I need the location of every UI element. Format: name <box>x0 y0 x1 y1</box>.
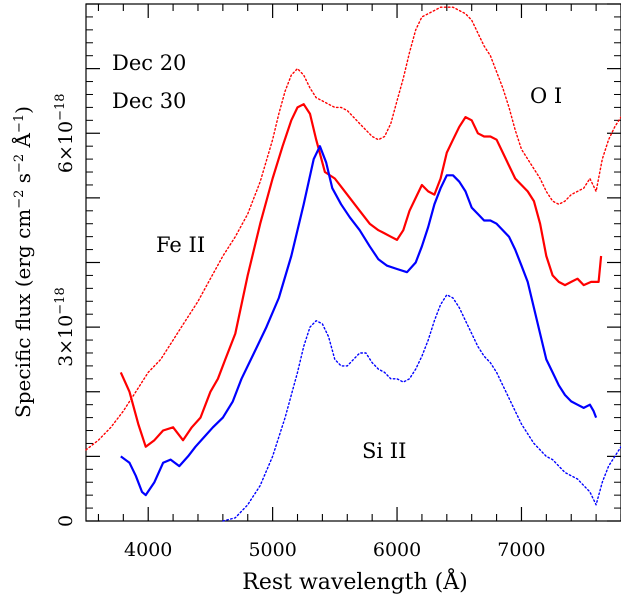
series-line-3 <box>222 294 621 522</box>
y-tick-label: 0 <box>55 515 77 527</box>
plot-frame <box>85 3 621 522</box>
series-line-2 <box>120 145 598 497</box>
x-tick-label: 6000 <box>373 539 421 561</box>
series-layer <box>85 6 621 522</box>
x-tick-label: 4000 <box>124 539 172 561</box>
annotation-o-i: O I <box>530 84 562 108</box>
x-tick-label: 7000 <box>497 539 545 561</box>
y-tick-label: 3×10−18 <box>53 287 77 367</box>
annotation-si-ii: Si II <box>362 439 406 463</box>
legend-entry-dec-20: Dec 20 <box>112 51 186 75</box>
y-tick-label: 6×10−18 <box>53 93 77 173</box>
y-axis-label: Specific flux (erg cm−2 s−2 Å−1) <box>10 106 35 418</box>
tick-marks <box>86 3 621 522</box>
series-line-0 <box>119 103 603 448</box>
x-tick-label: 5000 <box>248 539 296 561</box>
annotation-fe-ii: Fe II <box>156 233 205 257</box>
tick-labels: 4000 5000 6000 7000 0 3×10−18 6×10−18 <box>53 93 546 561</box>
series-line-1 <box>85 6 621 451</box>
legend-entry-dec-30: Dec 30 <box>112 89 186 113</box>
x-axis-label: Rest wavelength (Å) <box>242 567 467 595</box>
